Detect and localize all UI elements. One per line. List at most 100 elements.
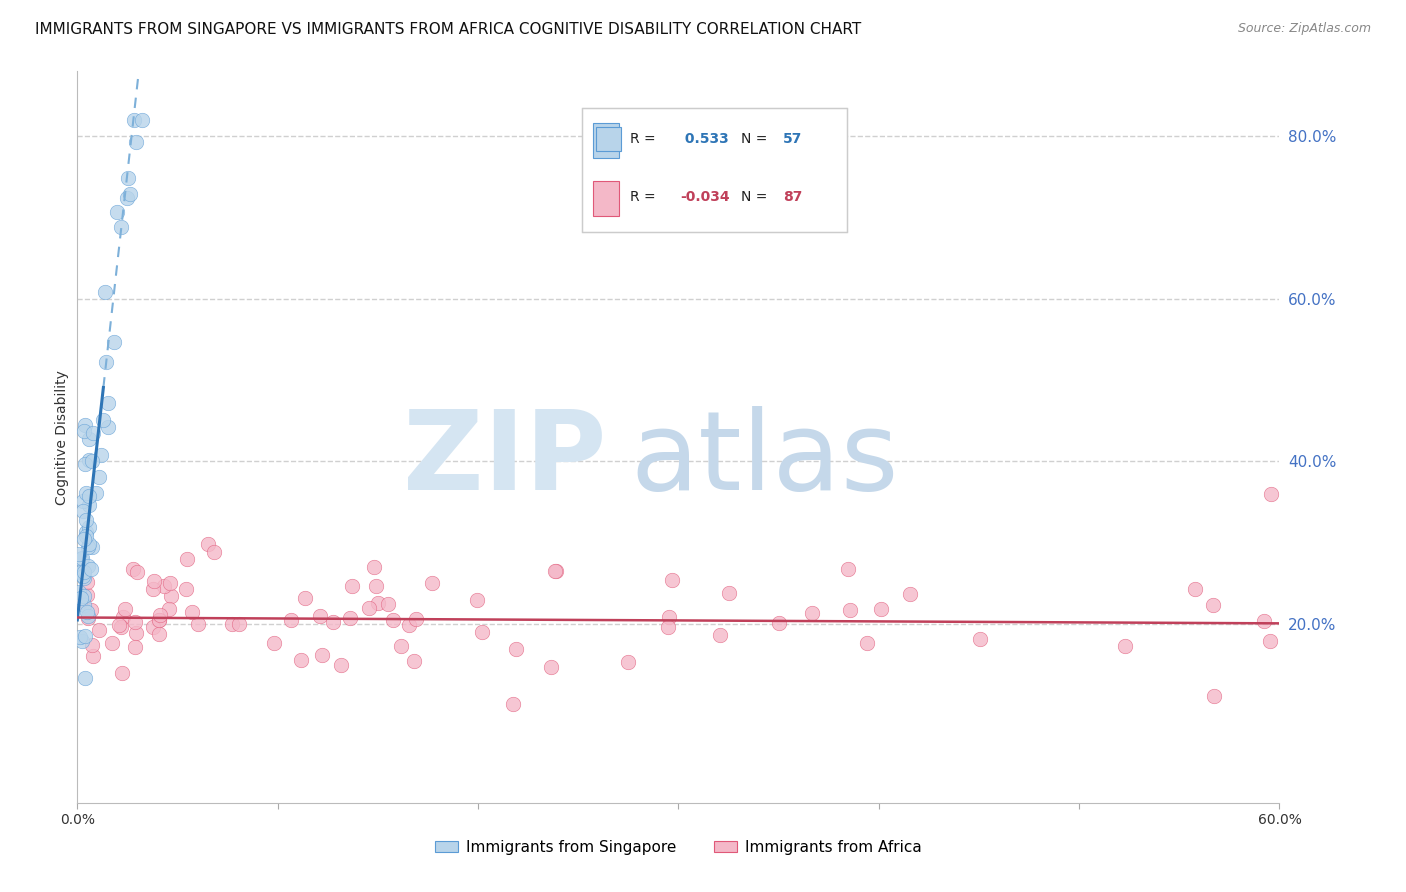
Point [89,469,111,483]
Point [75,418,97,433]
Point [149,608,172,623]
Point [105,205,128,219]
Point [75,513,97,527]
Point [465,593,488,607]
Point [77,453,100,467]
Point [73,424,96,438]
Point [1253,614,1275,628]
Point [76,559,98,574]
Point [159,589,181,603]
Point [768,616,790,631]
Point [73,671,96,685]
Point [69,595,91,609]
Point [142,620,165,634]
Point [342,579,364,593]
Point [122,561,145,575]
Point [117,171,139,186]
Point [114,602,136,616]
Point [94,355,117,369]
Point [115,191,138,205]
Point [869,602,891,616]
Point [290,653,312,667]
Point [77,490,100,504]
Point [111,610,134,624]
Text: ZIP: ZIP [404,406,606,513]
Point [124,640,146,654]
Point [77,541,100,555]
Point [855,636,877,650]
Point [544,564,567,578]
Point [838,602,860,616]
Point [73,598,96,612]
Point [1202,599,1225,613]
Point [148,627,170,641]
Point [801,606,824,620]
Point [382,613,405,627]
Point [77,499,100,513]
Point [125,566,148,580]
Point [80,540,103,554]
Point [72,569,94,583]
Point [197,537,219,551]
Point [125,626,148,640]
Point [103,334,125,349]
Point [308,609,330,624]
Point [718,586,741,600]
Point [77,520,100,534]
Point [152,579,174,593]
Point [80,602,103,616]
Point [69,565,91,579]
Point [94,285,117,299]
Point [661,573,683,587]
Point [389,639,412,653]
Point [73,532,96,546]
Point [73,566,96,580]
Point [157,601,180,615]
Point [84,485,107,500]
Point [404,654,426,668]
Point [540,660,562,674]
Point [76,610,98,624]
Point [87,624,110,638]
Point [118,186,141,201]
Point [142,582,165,597]
Legend: Immigrants from Singapore, Immigrants from Africa: Immigrants from Singapore, Immigrants fr… [429,834,928,861]
Point [187,616,209,631]
Point [97,419,120,434]
Point [101,635,124,649]
Point [176,582,198,596]
Point [420,575,443,590]
Point [110,220,132,235]
Text: atlas: atlas [630,406,898,513]
Point [505,642,527,657]
Point [70,551,93,566]
Text: IMMIGRANTS FROM SINGAPORE VS IMMIGRANTS FROM AFRICA COGNITIVE DISABILITY CORRELA: IMMIGRANTS FROM SINGAPORE VS IMMIGRANTS … [35,22,862,37]
Point [709,628,731,642]
Point [75,486,97,500]
Point [80,562,103,576]
Point [77,432,100,446]
Point [657,620,679,634]
Point [131,113,153,128]
Point [900,587,922,601]
Point [202,545,225,559]
Point [77,537,100,551]
Point [76,588,98,602]
Point [471,625,494,640]
Point [90,448,112,462]
Point [377,597,399,611]
Point [363,560,385,574]
Y-axis label: Cognitive Disability: Cognitive Disability [55,369,69,505]
Point [1114,639,1136,653]
Point [72,494,94,508]
Point [82,453,104,467]
Point [69,630,91,644]
Point [143,574,166,588]
Point [357,601,380,615]
Point [75,529,97,543]
Point [124,135,146,149]
Point [405,612,427,626]
Point [80,638,103,652]
Point [311,648,333,662]
Point [67,548,90,562]
